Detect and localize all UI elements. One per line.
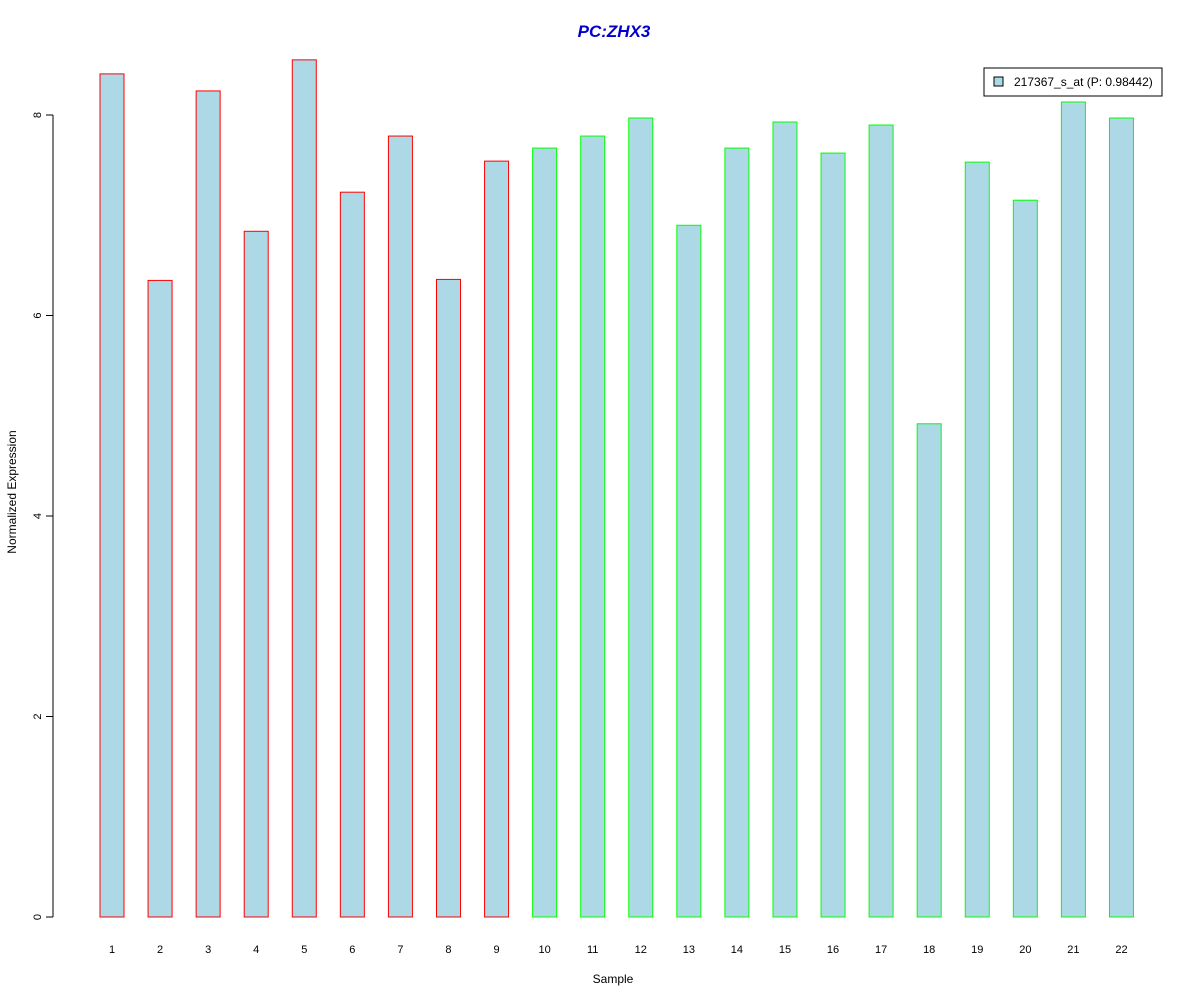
x-tick-label: 22 — [1115, 944, 1127, 956]
x-tick-labels: 1 2 3 4 5 6 7 8 9 10 11 12 13 14 15 16 17 18 19 20 21 22 — [109, 944, 1128, 956]
x-tick-label: 11 — [587, 944, 598, 956]
x-tick-label: 6 — [349, 944, 355, 956]
bar-sample-1 — [99, 73, 125, 918]
x-tick-label: 7 — [397, 944, 403, 956]
bar-sample-10 — [532, 147, 558, 918]
y-tick-label: 0 — [32, 914, 44, 920]
y-tick-label: 4 — [32, 513, 44, 519]
x-axis-label: Sample — [593, 972, 634, 986]
bar-sample-20 — [1012, 199, 1038, 918]
bar-sample-6 — [339, 191, 365, 918]
x-tick-label: 21 — [1067, 944, 1079, 956]
bar-sample-4 — [243, 230, 269, 918]
bar-sample-15 — [772, 121, 798, 918]
x-tick-label: 8 — [445, 944, 451, 956]
y-tick-label: 8 — [32, 112, 44, 118]
x-tick-label: 16 — [827, 944, 839, 956]
bars-group — [99, 59, 1134, 918]
bar-sample-3 — [195, 90, 221, 918]
x-tick-label: 4 — [253, 944, 259, 956]
bar-sample-16 — [820, 152, 846, 918]
x-tick-label: 20 — [1019, 944, 1031, 956]
bar-sample-7 — [387, 135, 413, 918]
x-tick-label: 3 — [205, 944, 211, 956]
x-tick-label: 15 — [779, 944, 791, 956]
x-tick-label: 5 — [301, 944, 307, 956]
bar-sample-18 — [916, 423, 942, 918]
bar-sample-22 — [1108, 117, 1134, 918]
x-tick-label: 19 — [971, 944, 983, 956]
bar-sample-11 — [580, 135, 606, 918]
bar-sample-2 — [147, 279, 173, 918]
bar-sample-19 — [964, 161, 990, 918]
x-tick-label: 12 — [635, 944, 647, 956]
x-tick-label: 9 — [493, 944, 499, 956]
x-tick-label: 1 — [109, 944, 115, 956]
y-axis: 0 2 4 6 8 — [32, 112, 54, 920]
bar-sample-9 — [484, 160, 510, 918]
y-tick-label: 2 — [32, 713, 44, 719]
legend-swatch — [993, 76, 1004, 87]
legend: 217367_s_at (P: 0.98442) — [983, 67, 1163, 97]
legend-label: 217367_s_at (P: 0.98442) — [1014, 75, 1153, 89]
bar-sample-17 — [868, 124, 894, 918]
legend-box — [983, 67, 1163, 97]
y-axis-label: Normalized Expression — [5, 430, 19, 553]
bar-sample-14 — [724, 147, 750, 918]
chart-title: PC:ZHX3 — [578, 22, 651, 41]
x-tick-label: 2 — [157, 944, 163, 956]
y-tick-label: 6 — [32, 312, 44, 318]
bar-sample-5 — [291, 59, 317, 918]
x-tick-label: 17 — [875, 944, 887, 956]
bar-sample-13 — [676, 224, 702, 918]
bar-sample-8 — [435, 278, 461, 918]
x-tick-label: 13 — [683, 944, 695, 956]
bar-sample-12 — [628, 117, 654, 918]
x-tick-label: 10 — [539, 944, 551, 956]
bar-sample-21 — [1060, 101, 1086, 918]
x-tick-label: 18 — [923, 944, 935, 956]
x-tick-label: 14 — [731, 944, 743, 956]
